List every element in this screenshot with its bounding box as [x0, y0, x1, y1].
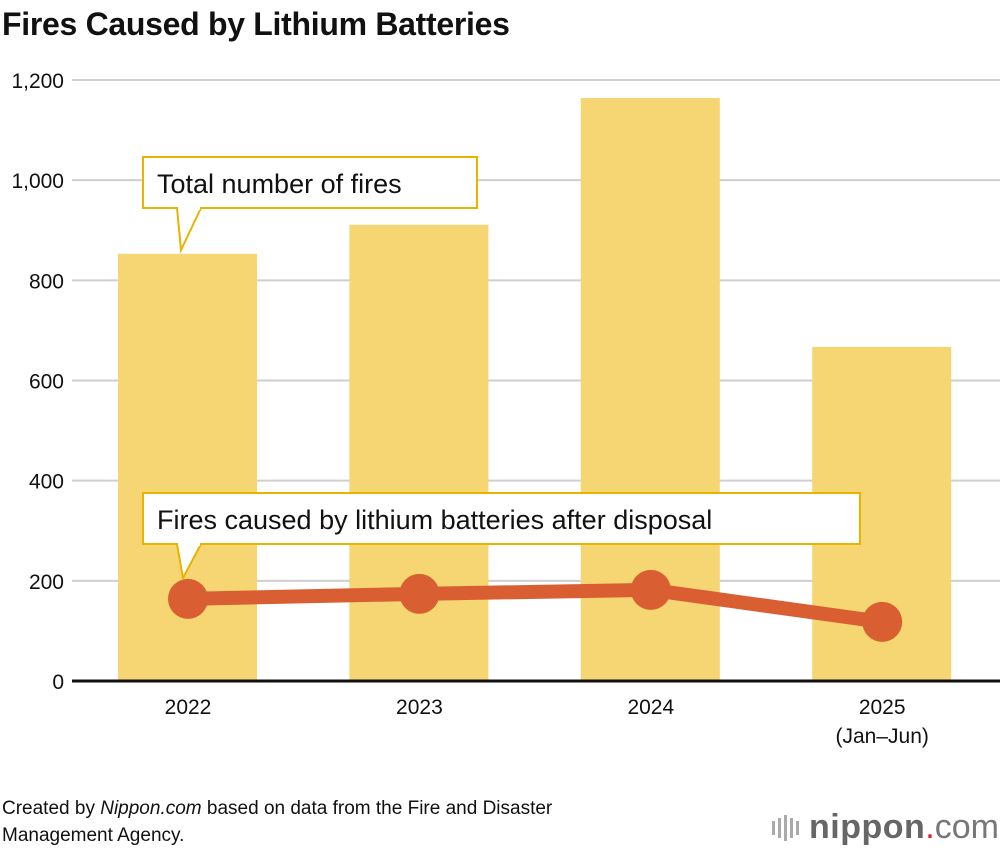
y-tick-label: 400	[29, 471, 64, 494]
source-name: Nippon.com	[100, 798, 202, 819]
logo-bars-icon	[772, 814, 799, 841]
logo-brand: nippon	[809, 808, 926, 846]
y-tick-label: 1,200	[11, 70, 64, 93]
source-line2: Management Agency.	[2, 825, 185, 846]
x-tick-label: 2022	[165, 696, 212, 719]
y-tick-label: 800	[29, 270, 64, 293]
x-tick-label: 2023	[396, 696, 443, 719]
line-series-callout-pointer-joint	[178, 542, 200, 546]
x-tick-sublabel: (Jan–Jun)	[836, 725, 929, 748]
x-tick-label: 2025	[859, 696, 906, 719]
chart-title: Fires Caused by Lithium Batteries	[2, 6, 510, 42]
line-point	[399, 573, 440, 614]
logo-tld: com	[934, 808, 999, 846]
bar-series-callout-box	[142, 156, 478, 209]
y-tick-label: 600	[29, 371, 64, 394]
line-point	[168, 578, 208, 619]
source-suffix: based on data from the Fire and Disaster	[201, 798, 553, 819]
bar-series-callout-pointer	[176, 207, 202, 254]
x-tick-label: 2024	[627, 696, 674, 719]
line-series-callout-pointer	[176, 543, 202, 582]
y-tick-label: 0	[52, 671, 64, 694]
y-tick-label: 1,000	[11, 170, 64, 193]
line-series-callout-box	[142, 492, 861, 545]
bar-series-callout-label: Total number of fires	[157, 169, 402, 199]
y-tick-label: 200	[29, 571, 64, 594]
logo-dot: .	[925, 808, 935, 846]
nippon-logo: nippon. com	[772, 808, 999, 847]
bar-series-callout-pointer-joint	[178, 206, 200, 210]
line-point	[862, 601, 903, 642]
source-prefix: Created by	[2, 798, 101, 819]
chart: 0 200 400 600 800 1,000 1,200 2022 2023 2024 2025 (…	[11, 70, 1000, 748]
line-series-callout-label: Fires caused by lithium batteries after …	[157, 505, 712, 535]
source-note: Created by Nippon.com based on data from…	[2, 795, 552, 849]
line-series	[187, 582, 884, 629]
line-point	[630, 569, 671, 610]
